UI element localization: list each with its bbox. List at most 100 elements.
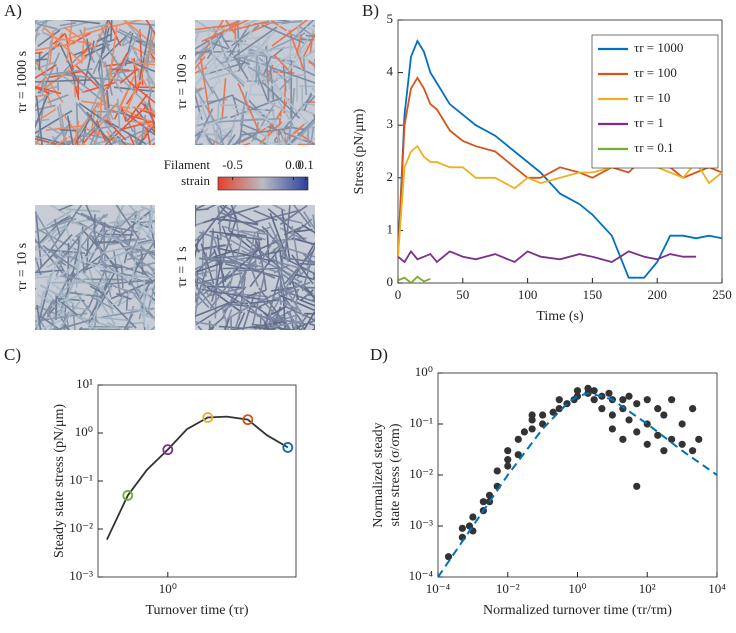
filament	[112, 285, 137, 295]
filament	[145, 127, 152, 145]
filament	[201, 288, 261, 301]
filament	[116, 98, 122, 145]
filament	[54, 329, 55, 330]
filament	[280, 208, 291, 262]
filament	[201, 129, 211, 145]
filament	[53, 218, 61, 237]
filament	[201, 20, 250, 43]
filament	[116, 135, 127, 145]
filament	[261, 335, 315, 360]
filament	[257, 45, 272, 61]
filament	[115, 236, 139, 253]
y-axis-label: state stress (σ/σm)	[388, 423, 403, 526]
filament	[299, 298, 315, 307]
x-tick-label: 10⁴	[708, 581, 726, 596]
filament	[238, 108, 267, 116]
filament	[256, 232, 267, 291]
filament	[244, 145, 247, 171]
data-point	[493, 467, 501, 475]
filament	[69, 291, 104, 298]
filament	[283, 79, 287, 114]
filament	[0, 149, 36, 179]
filament	[316, 276, 351, 286]
filament	[289, 87, 296, 129]
filament	[264, 275, 281, 329]
filament	[78, 326, 83, 330]
data-point	[458, 524, 466, 532]
filament	[35, 51, 43, 55]
filament	[0, 323, 34, 324]
filament	[160, 225, 190, 232]
filament	[75, 102, 79, 138]
filament	[231, 333, 236, 381]
data-point	[668, 396, 676, 404]
filament	[197, 65, 214, 95]
filament	[195, 321, 217, 327]
x-tick-label: 10²	[639, 581, 656, 596]
filament	[311, 87, 315, 93]
filament	[228, 20, 270, 32]
filament	[106, 237, 147, 246]
filament	[158, 101, 162, 138]
filament	[314, 205, 315, 206]
filament	[311, 328, 314, 330]
filament	[195, 294, 197, 298]
y-tick-label: 10⁻¹	[409, 415, 433, 430]
data-point	[654, 431, 662, 439]
filament	[159, 121, 164, 166]
filament	[48, 311, 60, 330]
filament	[102, 240, 155, 254]
filament	[0, 216, 32, 235]
filament	[146, 324, 149, 330]
filament	[81, 26, 86, 62]
filament	[261, 225, 283, 249]
filament	[73, 114, 93, 145]
data-point	[479, 498, 487, 506]
filament	[149, 38, 155, 47]
filament	[35, 301, 36, 304]
filament	[232, 96, 266, 117]
filament	[122, 75, 143, 118]
filament	[287, 117, 315, 145]
data-point	[528, 416, 536, 424]
filament	[319, 28, 371, 41]
filament	[0, 29, 31, 32]
colorbar	[217, 176, 309, 191]
filament	[270, 305, 287, 316]
filament	[42, 244, 77, 270]
data-point	[689, 405, 697, 413]
filament	[300, 326, 305, 330]
filament	[104, 224, 138, 233]
filament	[310, 101, 315, 104]
filament	[195, 299, 236, 318]
filament	[223, 225, 266, 241]
filament	[195, 272, 243, 285]
filament	[265, 123, 268, 145]
filament	[309, 322, 315, 327]
filament	[125, 37, 138, 55]
legend-label: τr = 0.1	[634, 140, 674, 155]
filament	[35, 36, 37, 39]
filament	[249, 231, 256, 252]
filament	[35, 58, 48, 61]
y-tick-label: 5	[387, 11, 394, 26]
data-line	[106, 415, 289, 540]
filament	[59, 129, 77, 132]
filament	[56, 37, 92, 45]
filament	[145, 270, 155, 279]
data-point	[242, 414, 254, 426]
filament	[303, 311, 315, 330]
data-point	[619, 396, 627, 404]
filament	[213, 118, 263, 124]
filament	[2, 329, 32, 338]
filament	[310, 243, 315, 247]
plot-frame	[437, 372, 718, 578]
filament	[35, 212, 64, 257]
filament	[93, 292, 99, 330]
filament	[318, 82, 325, 102]
filament	[195, 29, 201, 44]
filament	[232, 26, 278, 59]
filament	[104, 106, 147, 145]
filament	[248, 263, 259, 287]
filament	[269, 319, 303, 329]
